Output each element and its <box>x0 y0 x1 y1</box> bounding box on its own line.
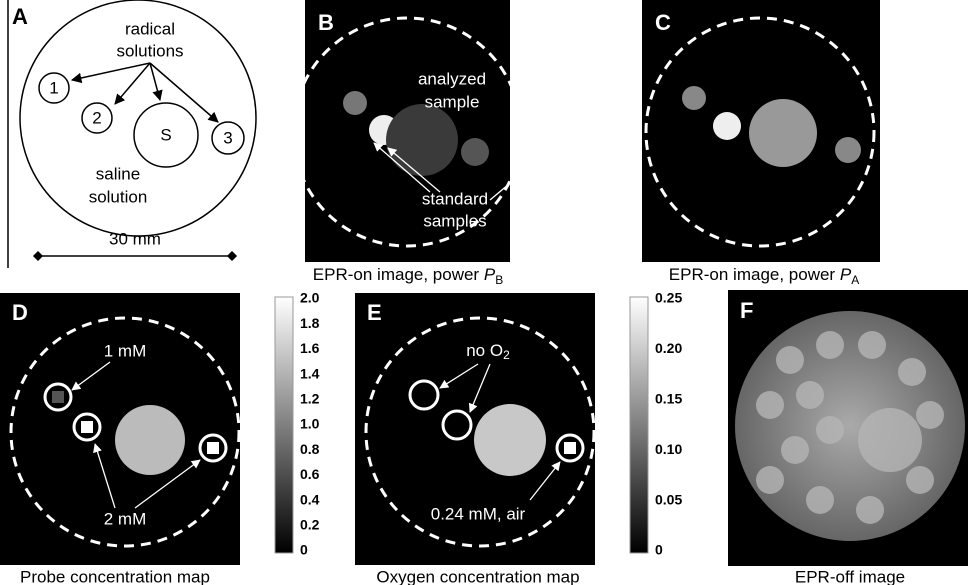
panel-label: D <box>12 300 28 325</box>
annotation: solutions <box>116 41 183 60</box>
colorbar-label: 1.2 <box>300 391 320 407</box>
colorbar-label: 0 <box>655 542 663 558</box>
annotation: sample <box>425 92 480 111</box>
panel-a <box>8 0 256 268</box>
annotation: saline <box>96 164 140 183</box>
colorbar-label: 0.05 <box>655 491 682 507</box>
colorbar-label: 1.0 <box>300 416 320 432</box>
annotation: standard <box>422 189 488 208</box>
circle-label: 3 <box>223 128 232 147</box>
panel-f <box>728 290 968 566</box>
caption: Probe concentration map <box>20 567 210 585</box>
annotation: solution <box>89 187 148 206</box>
annotation: 1 mM <box>104 341 147 360</box>
colorbar-label: 0.6 <box>300 466 320 482</box>
colorbar-label: 0.10 <box>655 441 682 457</box>
panel-label: E <box>367 300 382 325</box>
colorbar-label: 0 <box>300 542 308 558</box>
panel-label: C <box>655 10 671 35</box>
annotation: 0.24 mM, air <box>431 504 526 523</box>
circle-label: 2 <box>92 108 101 127</box>
panel-d <box>0 293 293 565</box>
circle-label: 1 <box>49 78 58 97</box>
colorbar-label: 0.8 <box>300 441 320 457</box>
panel-label: F <box>740 298 753 323</box>
panel-label: A <box>12 4 28 29</box>
colorbar-label: 1.8 <box>300 315 320 331</box>
annotation: samples <box>423 211 486 230</box>
caption: EPR-on image, power PA <box>669 265 859 287</box>
colorbar-label: 0.20 <box>655 340 682 356</box>
caption: EPR-on image, power PB <box>313 265 503 287</box>
colorbar-label: 0.4 <box>300 491 320 507</box>
caption: EPR-off image <box>795 567 905 585</box>
annotation: 2 mM <box>104 509 147 528</box>
colorbar-label: 1.4 <box>300 365 320 381</box>
circle-label: S <box>160 125 171 144</box>
caption: Oxygen concentration map <box>376 567 579 585</box>
colorbar-label: 2.0 <box>300 290 320 306</box>
colorbar-label: 0.25 <box>655 290 682 306</box>
scale-label: 30 mm <box>109 229 161 248</box>
annotation: analyzed <box>418 69 486 88</box>
panel-c <box>642 0 880 262</box>
panel-b <box>293 0 528 262</box>
colorbar-label: 0.15 <box>655 391 682 407</box>
colorbar-label: 0.2 <box>300 517 320 533</box>
annotation: radical <box>125 19 175 38</box>
colorbar-label: 1.6 <box>300 340 320 356</box>
panel-e <box>355 293 648 565</box>
figure: A radical solutions saline solution 1 2 … <box>0 0 979 585</box>
panel-label: B <box>318 10 334 35</box>
